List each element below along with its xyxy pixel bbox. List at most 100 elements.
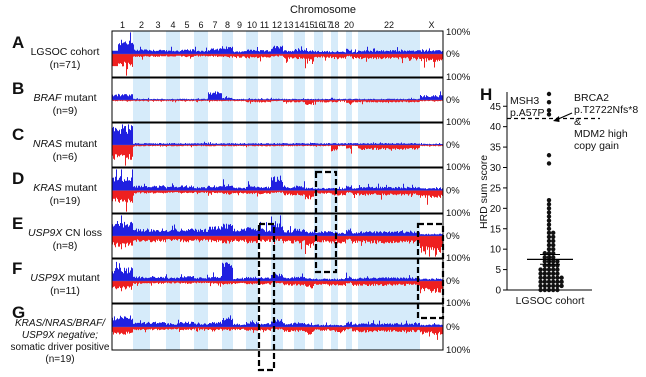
chrom-tick-1: 1 xyxy=(120,20,125,30)
panel-frames xyxy=(111,30,444,351)
panel-letter-d: D xyxy=(12,169,25,188)
hrd-data-point xyxy=(542,267,547,272)
hrd-data-point xyxy=(559,275,564,280)
hrd-ytick-label: 45 xyxy=(490,102,502,113)
loss-track-g xyxy=(112,327,443,340)
chrom-tick-12: 12 xyxy=(272,20,282,30)
hrd-data-point xyxy=(546,275,552,280)
hrd-data-point xyxy=(551,259,556,264)
hrd-y-axis-label: HRD sum score xyxy=(478,155,490,229)
chrom-tick-8: 8 xyxy=(225,20,230,30)
row-label-g: KRAS/NRAS/BRAF/ USP9X negative; somatic … xyxy=(10,318,110,365)
hrd-data-point xyxy=(555,259,560,264)
hrd-data-point xyxy=(542,259,547,264)
row-label-a: LGSOC cohort (n=71) xyxy=(30,46,100,71)
row-label-b: BRAF mutant (n=9) xyxy=(33,92,97,117)
panel-letter-c: C xyxy=(12,125,25,144)
hrd-data-point xyxy=(551,234,556,240)
chrom-tick-15: 15 xyxy=(304,20,314,30)
hrd-data-point xyxy=(551,238,556,244)
hrd-data-point xyxy=(551,246,556,252)
chrom-tick-20: 20 xyxy=(344,20,354,30)
hrd-data-point xyxy=(546,222,552,227)
hrd-ytick-label: 35 xyxy=(490,143,502,154)
percent-label: 100% xyxy=(446,72,471,83)
hrd-data-point xyxy=(546,246,552,252)
hrd-data-point xyxy=(546,206,552,211)
hrd-ytick-label: 25 xyxy=(490,183,502,194)
hrd-data-point xyxy=(542,279,547,285)
percent-label: 100% xyxy=(446,345,471,356)
hrd-data-point xyxy=(542,283,547,289)
hrd-data-point xyxy=(546,112,552,117)
hrd-data-point xyxy=(559,279,564,285)
chrom-tick-16: 16 xyxy=(313,20,323,30)
hrd-data-point xyxy=(546,202,552,207)
hrd-data-point xyxy=(546,214,552,219)
hrd-data-point xyxy=(546,153,552,158)
chrom-tick-10: 10 xyxy=(247,20,257,30)
chrom-tick-22: 22 xyxy=(384,20,394,30)
row-label-e: USP9X CN loss (n=8) xyxy=(27,227,103,252)
loss-track-b xyxy=(112,100,443,105)
gain-track-g xyxy=(112,315,443,327)
hrd-data-point xyxy=(546,226,552,231)
brca2-arrow-head xyxy=(553,116,560,122)
percent-label: 0% xyxy=(446,322,460,333)
chromosome-axis-title: Chromosome xyxy=(289,4,357,16)
chrom-tick-14: 14 xyxy=(294,20,304,30)
percent-label: 100% xyxy=(446,117,471,128)
panel-frame-g xyxy=(111,303,444,351)
gain-track-f xyxy=(112,261,443,281)
hrd-data-point xyxy=(551,242,556,248)
hrd-data-point xyxy=(546,161,552,166)
hrd-data-point xyxy=(546,230,552,236)
highlight-box-chrx xyxy=(416,222,445,320)
hrd-data-point xyxy=(542,271,547,276)
chrom-tick-17: 17 xyxy=(322,20,332,30)
percent-label: 100% xyxy=(446,208,471,219)
hrd-data-point xyxy=(546,91,552,97)
chrom-tick-6: 6 xyxy=(198,20,203,30)
percent-label: 0% xyxy=(446,276,460,287)
highlight-box-chr8 xyxy=(257,222,276,372)
hrd-data-point xyxy=(551,230,556,236)
loss-track-d xyxy=(112,190,443,212)
hrd-data-point xyxy=(555,275,560,280)
chrom-tick-3: 3 xyxy=(155,20,160,30)
hrd-ytick-label: 5 xyxy=(495,265,501,276)
percent-axis-labels: 100% 0% 100% 0% 100% 0% 100% 0% 100% 0% 100% 0% 100%… xyxy=(446,27,471,356)
percent-label: 0% xyxy=(446,231,460,242)
hrd-data-point xyxy=(546,279,552,285)
chrom-tick-18: 18 xyxy=(329,20,339,30)
chrom-tick-2: 2 xyxy=(139,20,144,30)
hrd-data-point xyxy=(546,197,552,203)
hrd-data-point xyxy=(555,283,560,289)
hrd-data-point xyxy=(551,271,556,276)
chrom-tick-13: 13 xyxy=(283,20,293,30)
hrd-scatter-plot: 0 5 10 15 20 25 30 35 40 45 HRD sum score LGSOC coh… xyxy=(478,91,600,307)
loss-track-e xyxy=(112,236,443,257)
hrd-data-point xyxy=(546,242,552,248)
hrd-data-point xyxy=(538,287,543,293)
gain-track-e xyxy=(112,215,443,236)
hrd-data-point xyxy=(546,210,552,215)
hrd-ytick-label: 20 xyxy=(490,204,502,215)
loss-track-c xyxy=(112,145,443,166)
loss-track-a xyxy=(112,53,443,76)
hrd-data-point xyxy=(542,287,547,293)
panel-letter-g: G xyxy=(12,303,26,322)
hrd-data-point xyxy=(559,283,564,289)
chrom-tick-4: 4 xyxy=(170,20,175,30)
chrom-tick-9: 9 xyxy=(237,20,242,30)
hrd-data-point xyxy=(546,238,552,244)
percent-label: 100% xyxy=(446,253,471,264)
panel-letter-e: E xyxy=(12,214,24,233)
hrd-data-point xyxy=(546,287,552,293)
hrd-data-point xyxy=(555,287,560,293)
percent-label: 100% xyxy=(446,298,471,309)
percent-label: 0% xyxy=(446,49,460,60)
hrd-ytick-label: 30 xyxy=(490,163,502,174)
hrd-ytick-label: 40 xyxy=(490,122,502,133)
